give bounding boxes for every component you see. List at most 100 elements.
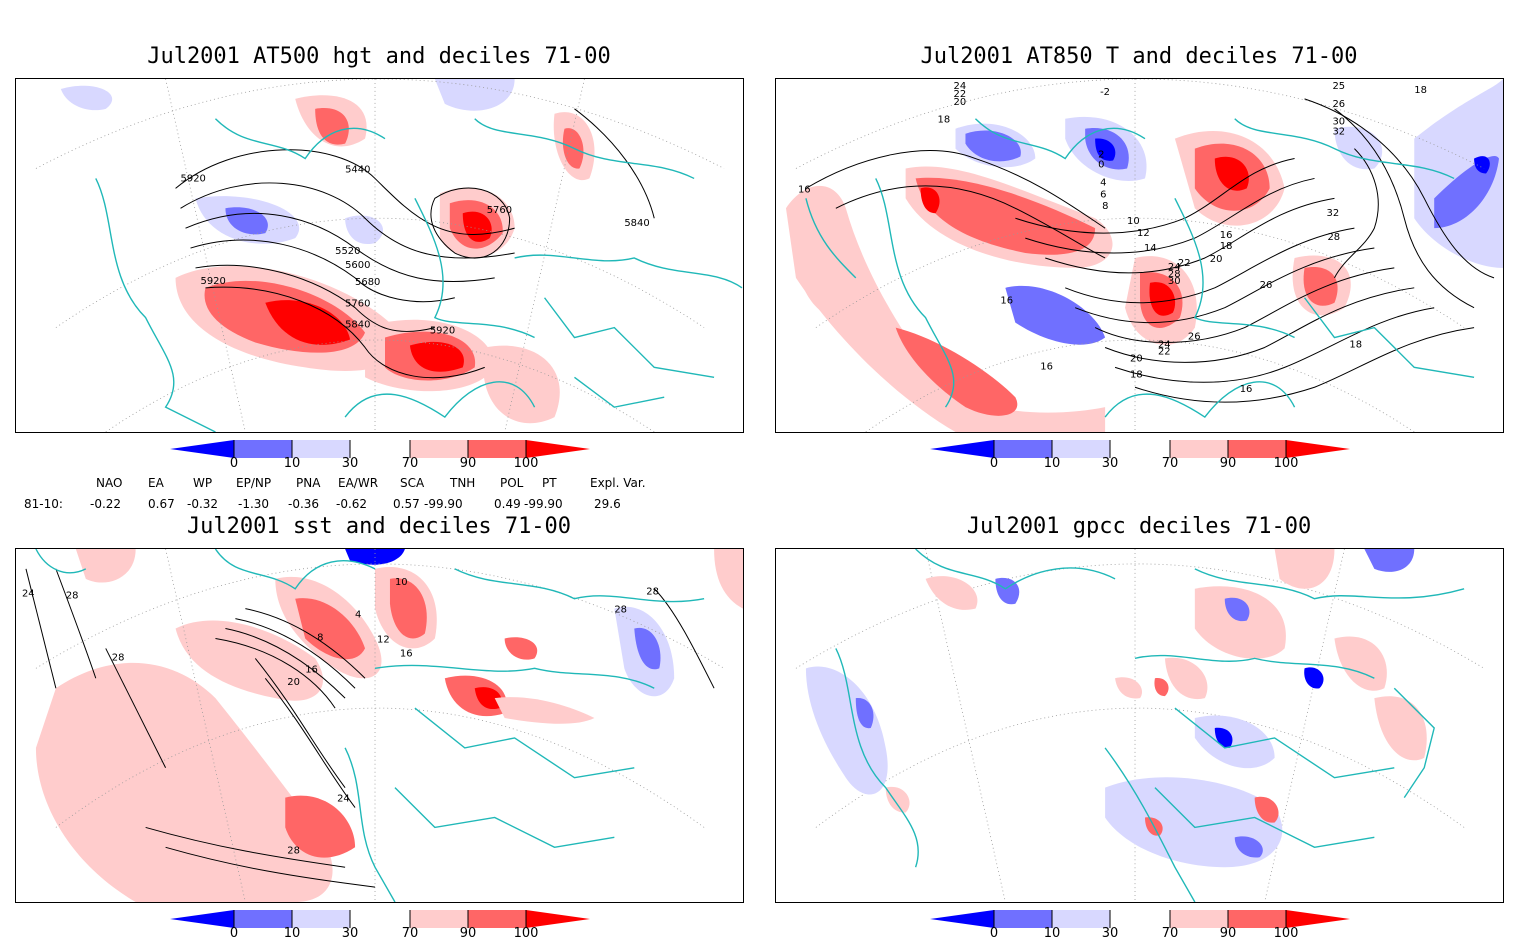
contour-label: 26 xyxy=(1332,99,1345,110)
contour-label: 18 xyxy=(1349,339,1362,350)
colorbar-tick-label: 70 xyxy=(1161,456,1179,471)
colorbar-tick-label: 100 xyxy=(1273,926,1299,941)
index-name-pol: POL xyxy=(500,476,524,490)
colorbar-tick-label: 10 xyxy=(283,456,301,471)
contour-label: 26 xyxy=(1188,332,1201,343)
colorbar-segment xyxy=(350,440,410,458)
index-name-expl-var: Expl. Var. xyxy=(590,476,646,490)
contour-label: 2 xyxy=(1098,150,1104,161)
colorbar-segment xyxy=(1286,910,1350,928)
colorbar-segment xyxy=(930,440,994,458)
contour-label: 20 xyxy=(1130,353,1143,364)
contour-label: 16 xyxy=(1000,296,1013,307)
index-value-wp: -0.32 xyxy=(187,497,219,511)
contour-label: 24 xyxy=(954,81,967,92)
contour-label: 18 xyxy=(1220,241,1233,252)
contour-label: 18 xyxy=(1414,85,1427,96)
colorbar-tick-label: 10 xyxy=(1043,926,1061,941)
colorbar-tick-label: 30 xyxy=(1101,456,1119,471)
contour-label: 26 xyxy=(1260,280,1273,291)
contour-label: 28 xyxy=(614,605,627,616)
contour-label: 5840 xyxy=(624,218,649,229)
colorbar-tick-label: 30 xyxy=(341,456,359,471)
colorbar-tick-label: 90 xyxy=(459,926,477,941)
contour-label: 24 xyxy=(1158,339,1171,350)
contour-label: 5920 xyxy=(200,276,225,287)
index-value-tnh: -99.90 xyxy=(424,497,463,511)
coastlines xyxy=(95,118,743,432)
contour-label: 22 xyxy=(1158,346,1171,357)
panel-title-t850: Jul2001 AT850 T and deciles 71-00 xyxy=(920,44,1358,69)
index-name-wp: WP xyxy=(193,476,213,490)
contour-label: 6 xyxy=(1100,189,1106,200)
index-value-sca: 0.57 xyxy=(393,497,420,511)
map-panel-sst: 24 28 28 28 8 12 16 20 4 10 16 28 24 28 xyxy=(15,548,744,903)
index-row-label: 81-10: xyxy=(24,497,63,511)
index-value-pt: -99.90 xyxy=(524,497,563,511)
index-value-nao: -0.22 xyxy=(90,497,122,511)
colorbar-segment xyxy=(468,440,526,458)
colorbar-segment xyxy=(1110,440,1170,458)
index-name-sca: SCA xyxy=(400,476,425,490)
contour-label: 8 xyxy=(317,632,323,643)
contour-label: 22 xyxy=(1178,258,1191,269)
contour-labels: 5920 5440 5760 5840 5520 5600 5680 5920 … xyxy=(181,164,650,336)
contour-label: 5920 xyxy=(430,326,455,337)
colorbar-tick-label: 70 xyxy=(401,456,419,471)
contour-label: 25 xyxy=(1332,81,1345,92)
contour-label: 30 xyxy=(1332,117,1345,128)
colorbar-segment xyxy=(1170,910,1228,928)
map-t850: 24 22 20 18 -2 18 25 26 30 32 2 0 4 6 8 … xyxy=(785,79,1503,432)
colorbar-segment xyxy=(234,910,292,928)
colorbar-segment xyxy=(526,910,590,928)
contour-label: 5760 xyxy=(345,299,370,310)
contour-label: 22 xyxy=(954,89,967,100)
colorbar-tick-label: 30 xyxy=(341,926,359,941)
coastlines xyxy=(35,549,705,902)
contour-label: 5920 xyxy=(181,173,206,184)
colorbar-segment xyxy=(234,440,292,458)
index-name-tnh: TNH xyxy=(450,476,476,490)
colorbar-tick-label: 30 xyxy=(1101,926,1119,941)
index-name-pt: PT xyxy=(542,476,557,490)
map-sst: 24 28 28 28 8 12 16 20 4 10 16 28 24 28 xyxy=(22,549,743,902)
colorbar-tick-label: 100 xyxy=(513,456,539,471)
index-name-pna: PNA xyxy=(296,476,321,490)
index-value-pna: -0.36 xyxy=(288,497,320,511)
contour-label: 20 xyxy=(287,677,300,688)
colorbar-tick-label: 70 xyxy=(401,926,419,941)
colorbar-tick-label: 70 xyxy=(1161,926,1179,941)
contour-label: 4 xyxy=(1100,177,1106,188)
map-gpcc xyxy=(795,549,1485,902)
colorbar-tick-label: 0 xyxy=(989,926,999,941)
deciles-shading xyxy=(785,79,1503,432)
colorbar-graphic xyxy=(170,440,590,458)
contour-label: 16 xyxy=(798,184,811,195)
index-name-eawr: EA/WR xyxy=(338,476,379,490)
index-value-eawr: -0.62 xyxy=(336,497,368,511)
contour-label: 5840 xyxy=(345,320,370,331)
lat-lon-grid xyxy=(35,79,725,432)
colorbar-segment xyxy=(170,440,234,458)
contour-label: 30 xyxy=(1168,276,1181,287)
index-name-nao: NAO xyxy=(96,476,123,490)
contour-labels: 24 22 20 18 -2 18 25 26 30 32 2 0 4 6 8 … xyxy=(798,81,1427,395)
colorbar-segment xyxy=(1228,910,1286,928)
contour-label: 28 xyxy=(1168,269,1181,280)
colorbar-segment xyxy=(350,910,410,928)
contour-label: 16 xyxy=(305,664,318,675)
deciles-shading xyxy=(805,549,1427,868)
coastlines xyxy=(805,118,1475,419)
contour-label: 5680 xyxy=(355,277,380,288)
contour-label: 28 xyxy=(112,652,125,663)
colorbar-tick-label: 0 xyxy=(229,456,239,471)
map-hgt: 5920 5440 5760 5840 5520 5600 5680 5920 … xyxy=(35,79,743,432)
colorbar-segment xyxy=(526,440,590,458)
colorbar-graphic xyxy=(170,910,590,928)
map-panel-t850: 24 22 20 18 -2 18 25 26 30 32 2 0 4 6 8 … xyxy=(775,78,1504,433)
colorbar-segment xyxy=(410,910,468,928)
colorbar-segment xyxy=(410,440,468,458)
colorbar-segment xyxy=(994,440,1052,458)
contour-label: 12 xyxy=(377,634,390,645)
deciles-shading xyxy=(60,79,595,424)
